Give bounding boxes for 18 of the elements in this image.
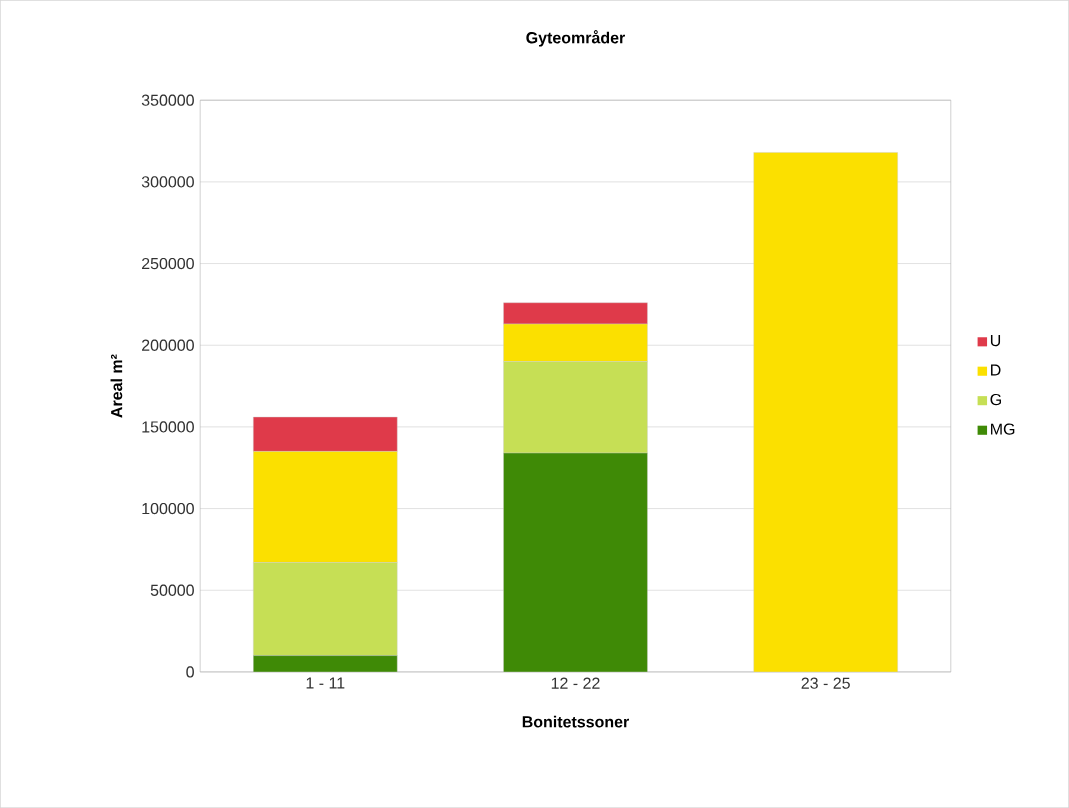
legend-label: MG: [991, 423, 1015, 435]
y-axis-title: Areal m²: [110, 354, 123, 418]
x-axis-title: Bonitetssoner: [522, 715, 629, 728]
legend-label: U: [990, 335, 1001, 347]
y-tick-label: 0: [186, 666, 194, 678]
chart-title: Gyteområder: [526, 30, 625, 47]
y-tick-label: 50000: [150, 584, 194, 596]
y-tick-label: 300000: [141, 176, 194, 188]
x-tick-label: 1 - 11: [306, 677, 345, 689]
x-tick-label: 23 - 25: [801, 677, 850, 689]
y-tick-label: 100000: [142, 502, 194, 515]
y-tick-label: 350000: [141, 94, 194, 106]
y-tick-label: 250000: [142, 257, 194, 270]
legend-label: D: [991, 364, 1001, 376]
y-tick-label: 150000: [142, 421, 194, 433]
x-tick-label: 12 - 22: [551, 677, 600, 689]
legend-label: G: [990, 393, 1001, 406]
y-tick-label: 200000: [142, 339, 194, 351]
